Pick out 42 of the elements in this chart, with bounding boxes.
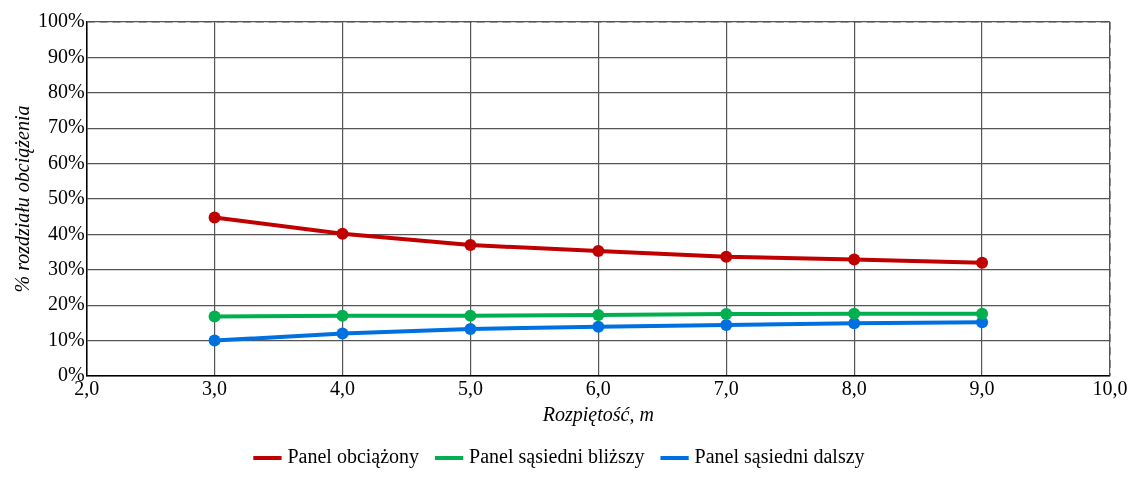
y-tick-label: 40% (47, 221, 85, 244)
x-axis-title: Rozpiętość, m (541, 403, 654, 427)
y-tick-label: 50% (47, 186, 85, 209)
y-tick-label: 90% (47, 44, 85, 67)
legend-label: Panel obciążony (287, 445, 420, 469)
y-tick-label: 20% (47, 292, 85, 315)
x-tick-label: 6,0 (585, 377, 611, 400)
point (720, 319, 733, 332)
point (208, 310, 221, 323)
x-tick-label: 10,0 (1092, 377, 1128, 400)
point (848, 253, 861, 266)
point (464, 239, 477, 252)
x-tick-label: 8,0 (841, 377, 867, 400)
legend-label: Panel sąsiedni bliższy (469, 445, 645, 469)
y-tick-label: 60% (47, 150, 85, 173)
y-tick-label: 30% (47, 257, 85, 280)
point (976, 256, 989, 269)
point (720, 308, 733, 321)
y-tick-label: 10% (47, 327, 85, 350)
point (592, 320, 605, 333)
point (336, 227, 349, 240)
point (208, 334, 221, 347)
legend-label: Panel sąsiedni dalszy (694, 445, 865, 469)
point (592, 309, 605, 322)
y-tick-label: 80% (47, 80, 85, 103)
x-tick-label: 9,0 (969, 377, 995, 400)
y-axis-title: % rozdziału obciążenia (11, 105, 35, 293)
point (336, 309, 349, 322)
point (464, 322, 477, 335)
x-tick-label: 5,0 (457, 377, 483, 400)
x-tick-label: 3,0 (202, 377, 228, 400)
point (592, 245, 605, 258)
y-tick-label: 70% (47, 115, 85, 138)
y-tick-label: 100% (37, 9, 85, 32)
point (848, 307, 861, 320)
point (336, 327, 349, 340)
point (720, 250, 733, 263)
point (976, 307, 989, 320)
point (208, 211, 221, 224)
x-tick-label: 7,0 (713, 377, 739, 400)
x-tick-label: 4,0 (330, 377, 355, 400)
point (464, 309, 477, 322)
